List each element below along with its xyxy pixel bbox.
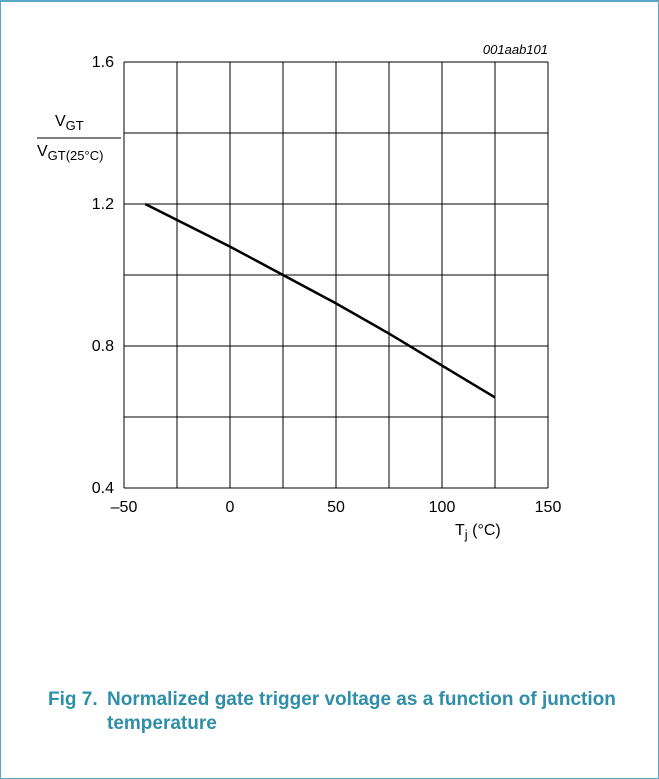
series-group	[144, 202, 496, 399]
x-tick-label: 100	[429, 499, 456, 516]
y-tick-label: 1.6	[92, 54, 114, 71]
y-tick-labels: 0.4 0.8 1.2 1.6	[92, 54, 114, 497]
y-tick-label: 0.4	[92, 480, 114, 497]
caption-figure-number: Fig 7.	[48, 689, 98, 710]
x-tick-labels: –50 0 50 100 150	[111, 499, 562, 516]
chart-code: 001aab101	[483, 42, 548, 57]
ylabel-numerator: VGT	[55, 113, 84, 133]
xlabel: Tj (°C)	[455, 522, 501, 542]
y-tick-label: 0.8	[92, 338, 114, 355]
x-tick-label: 50	[327, 499, 345, 516]
frame-top-border	[0, 0, 659, 2]
ylabel-denominator: VGT(25°C)	[37, 143, 103, 163]
series-line-0	[144, 202, 496, 399]
y-tick-label: 1.2	[92, 196, 114, 213]
x-tick-label: –50	[111, 499, 138, 516]
x-tick-label: 150	[535, 499, 562, 516]
caption-text: Normalized gate trigger voltage as a fun…	[107, 689, 616, 734]
x-tick-label: 0	[226, 499, 235, 516]
grid	[123, 61, 549, 489]
